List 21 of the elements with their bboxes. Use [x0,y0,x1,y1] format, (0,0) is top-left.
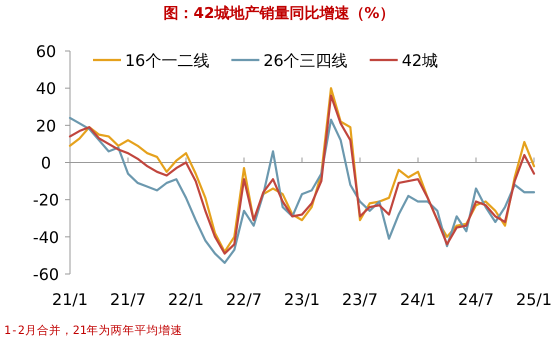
x-tick-label: 22/7 [226,290,262,309]
y-tick-label: 0 [40,154,52,172]
legend-label: 42城 [402,51,438,70]
x-tick-label: 23/1 [284,290,320,309]
y-tick-label: -60 [32,265,60,284]
x-tick-label: 24/7 [458,290,494,309]
x-tick-label: 22/1 [168,290,204,309]
x-tick-label: 21/1 [52,290,88,309]
text: 1-2月合并，21年为两年平均增速 [4,323,183,337]
y-tick-label: -40 [32,228,60,247]
y-tick-label: 60 [36,42,56,61]
legend-label: 16个一二线 [125,51,210,70]
y-tick-label: 20 [36,116,56,136]
legend-label: 26个三四线 [263,51,348,70]
x-tick-label: 21/7 [110,290,146,309]
y-tick-label: 40 [36,79,56,98]
x-tick-label: 25/1 [516,290,552,309]
chart-title: 图：42城地产销量同比增速（%） [164,4,394,22]
x-tick-label: 23/7 [342,290,378,309]
y-tick-label: -20 [32,190,60,210]
x-tick-label: 24/1 [400,290,436,309]
